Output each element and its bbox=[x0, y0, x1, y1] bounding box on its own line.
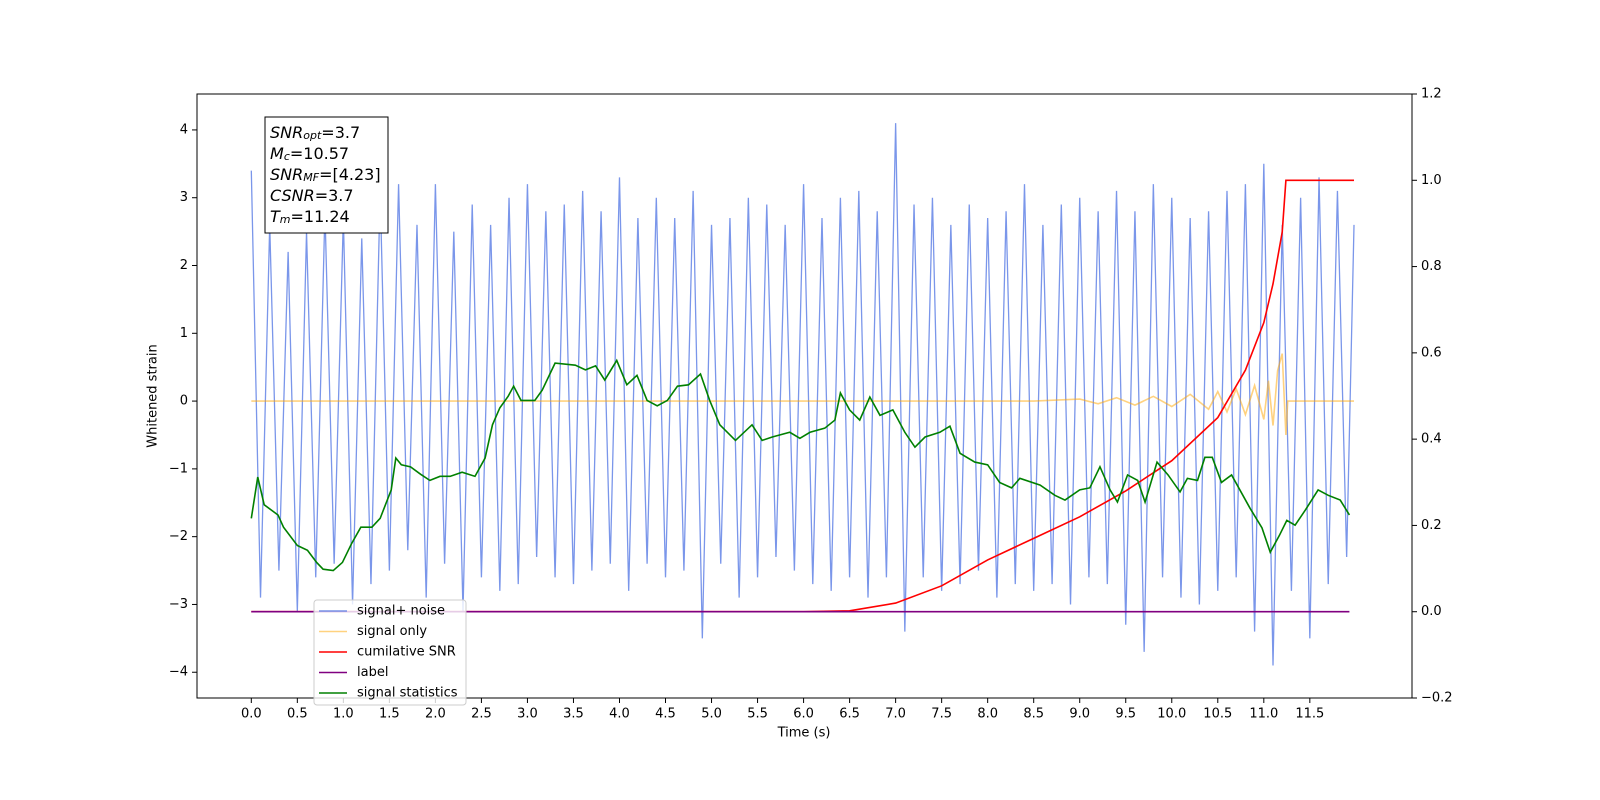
series-line bbox=[251, 353, 1355, 436]
annotation-subscript: opt bbox=[303, 129, 322, 142]
series-line bbox=[250, 358, 1351, 572]
y2-tick-label: −0.2 bbox=[1421, 691, 1453, 706]
legend-label: cumilative SNR bbox=[357, 645, 456, 660]
annotation-symbol: CSNR bbox=[270, 186, 315, 205]
legend-label: signal only bbox=[357, 624, 427, 639]
x-tick-label: 0.5 bbox=[287, 707, 308, 722]
y2-tick-label: 0.8 bbox=[1421, 259, 1442, 274]
y-tick-label: 4 bbox=[180, 122, 188, 137]
y2-tick-label: 0.4 bbox=[1421, 432, 1442, 447]
x-tick-label: 9.0 bbox=[1069, 707, 1090, 722]
legend-label: signal+ noise bbox=[357, 604, 445, 619]
annotation-line: SNRopt=3.7 bbox=[270, 123, 360, 143]
annotation-subscript: m bbox=[280, 213, 291, 226]
legend-label: signal statistics bbox=[357, 686, 458, 701]
y-tick-label: −2 bbox=[169, 529, 188, 544]
annotation-line: Mc=10.57 bbox=[270, 144, 349, 164]
series-line bbox=[251, 179, 1355, 613]
legend: signal+ noise signal only cumilative SNR la… bbox=[313, 599, 467, 706]
y2-tick-label: 1.0 bbox=[1421, 173, 1442, 188]
x-tick-label: 8.5 bbox=[1023, 707, 1044, 722]
legend-frame bbox=[313, 599, 467, 706]
annotation-box: SNRopt=3.7Mc=10.57SNRMF=[4.23]CSNR=3.7Tm… bbox=[264, 116, 389, 234]
x-tick-label: 6.5 bbox=[839, 707, 860, 722]
x-tick-label: 2.0 bbox=[425, 707, 446, 722]
plot-frame bbox=[196, 93, 1413, 699]
y-axis-label: Whitened strain bbox=[146, 344, 161, 447]
y-tick-label: −1 bbox=[169, 461, 188, 476]
annotation-value: =3.7 bbox=[321, 123, 360, 142]
legend-label: label bbox=[357, 665, 388, 680]
annotation-symbol: SNR bbox=[270, 165, 303, 184]
x-tick-label: 10.5 bbox=[1203, 707, 1232, 722]
x-tick-label: 7.0 bbox=[885, 707, 906, 722]
x-tick-label: 11.5 bbox=[1295, 707, 1324, 722]
y-tick-label: −4 bbox=[169, 665, 188, 680]
x-tick-label: 4.5 bbox=[655, 707, 676, 722]
x-tick-label: 9.5 bbox=[1115, 707, 1136, 722]
annotation-symbol: T bbox=[270, 207, 281, 226]
x-tick-label: 5.0 bbox=[701, 707, 722, 722]
y-tick-label: 0 bbox=[180, 394, 188, 409]
x-tick-label: 3.5 bbox=[563, 707, 584, 722]
x-tick-label: 4.0 bbox=[609, 707, 630, 722]
x-tick-label: 1.0 bbox=[333, 707, 354, 722]
y2-tick-label: 0.6 bbox=[1421, 345, 1442, 360]
y2-tick-label: 0.2 bbox=[1421, 518, 1442, 533]
annotation-line: SNRMF=[4.23] bbox=[270, 165, 381, 185]
x-tick-label: 0.0 bbox=[241, 707, 262, 722]
y2-tick-label: 1.2 bbox=[1421, 87, 1442, 102]
series-line bbox=[250, 123, 1355, 666]
annotation-frame bbox=[264, 116, 389, 234]
y-tick-label: 2 bbox=[180, 258, 188, 273]
annotation-value: =[4.23] bbox=[319, 165, 381, 184]
y2-tick-label: 0.0 bbox=[1421, 604, 1442, 619]
x-tick-label: 10.0 bbox=[1157, 707, 1186, 722]
x-tick-label: 5.5 bbox=[747, 707, 768, 722]
x-tick-label: 11.0 bbox=[1249, 707, 1278, 722]
y-tick-label: −3 bbox=[169, 597, 188, 612]
x-tick-label: 8.0 bbox=[977, 707, 998, 722]
annotation-symbol: M bbox=[270, 144, 284, 163]
annotation-line: CSNR=3.7 bbox=[270, 186, 354, 205]
x-tick-label: 3.0 bbox=[517, 707, 538, 722]
annotation-subscript: MF bbox=[303, 171, 319, 184]
annotation-value: =10.57 bbox=[290, 144, 349, 163]
annotation-subscript: c bbox=[284, 150, 290, 163]
annotation-value: =11.24 bbox=[291, 207, 350, 226]
x-tick-label: 1.5 bbox=[379, 707, 400, 722]
y-tick-label: 3 bbox=[180, 190, 188, 205]
x-axis-label: Time (s) bbox=[777, 726, 831, 741]
annotation-value: =3.7 bbox=[315, 186, 354, 205]
x-tick-label: 2.5 bbox=[471, 707, 492, 722]
x-tick-label: 6.0 bbox=[793, 707, 814, 722]
y-tick-label: 1 bbox=[180, 326, 188, 341]
x-tick-label: 7.5 bbox=[931, 707, 952, 722]
annotation-symbol: SNR bbox=[270, 123, 303, 142]
annotation-line: Tm=11.24 bbox=[270, 207, 350, 227]
